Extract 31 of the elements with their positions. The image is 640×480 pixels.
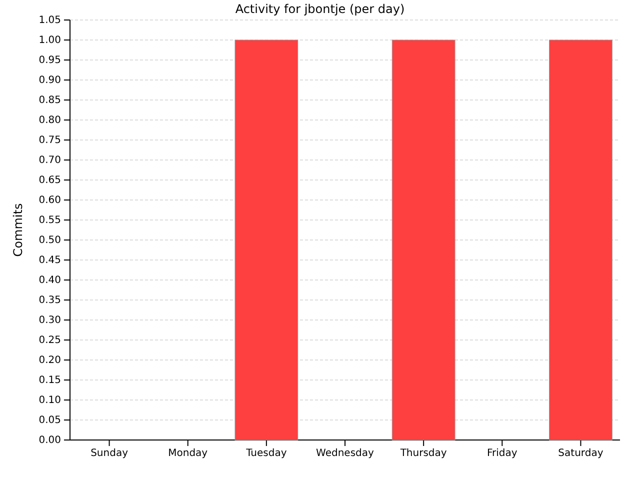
y-tick-label: 0.60	[38, 195, 61, 206]
y-tick-label: 0.90	[38, 75, 61, 86]
y-tick-label: 0.05	[38, 415, 61, 426]
chart-title: Activity for jbontje (per day)	[235, 2, 405, 16]
y-tick-label: 1.00	[38, 35, 61, 46]
y-tick-label: 0.55	[38, 215, 61, 226]
y-tick-label: 0.50	[38, 235, 61, 246]
y-tick-label: 0.25	[38, 335, 61, 346]
y-tick-label: 0.75	[38, 135, 61, 146]
y-tick-label: 0.15	[38, 375, 61, 386]
x-tick-label: Monday	[168, 448, 208, 460]
y-tick-label: 0.10	[38, 395, 61, 406]
y-tick-label: 0.45	[38, 255, 61, 266]
y-tick-label: 0.30	[38, 315, 61, 326]
x-tick-label: Friday	[486, 448, 518, 460]
y-tick-label: 0.70	[38, 155, 61, 166]
y-tick-label: 0.65	[38, 175, 61, 186]
y-axis-title: Commits	[11, 203, 25, 257]
x-tick-label: Wednesday	[316, 448, 374, 460]
x-tick-label: Saturday	[558, 448, 604, 460]
y-tick-label: 1.05	[38, 15, 61, 26]
y-tick-label: 0.40	[38, 275, 61, 286]
x-tick-label: Thursday	[399, 448, 447, 460]
y-tick-label: 0.80	[38, 115, 61, 126]
y-tick-label: 0.00	[38, 435, 61, 446]
y-tick-label: 0.20	[38, 355, 61, 366]
y-tick-label: 0.95	[38, 55, 61, 66]
x-tick-label: Tuesday	[245, 448, 287, 460]
y-tick-label: 0.85	[38, 95, 61, 106]
y-tick-label: 0.35	[38, 295, 61, 306]
x-tick-label: Sunday	[90, 448, 128, 460]
